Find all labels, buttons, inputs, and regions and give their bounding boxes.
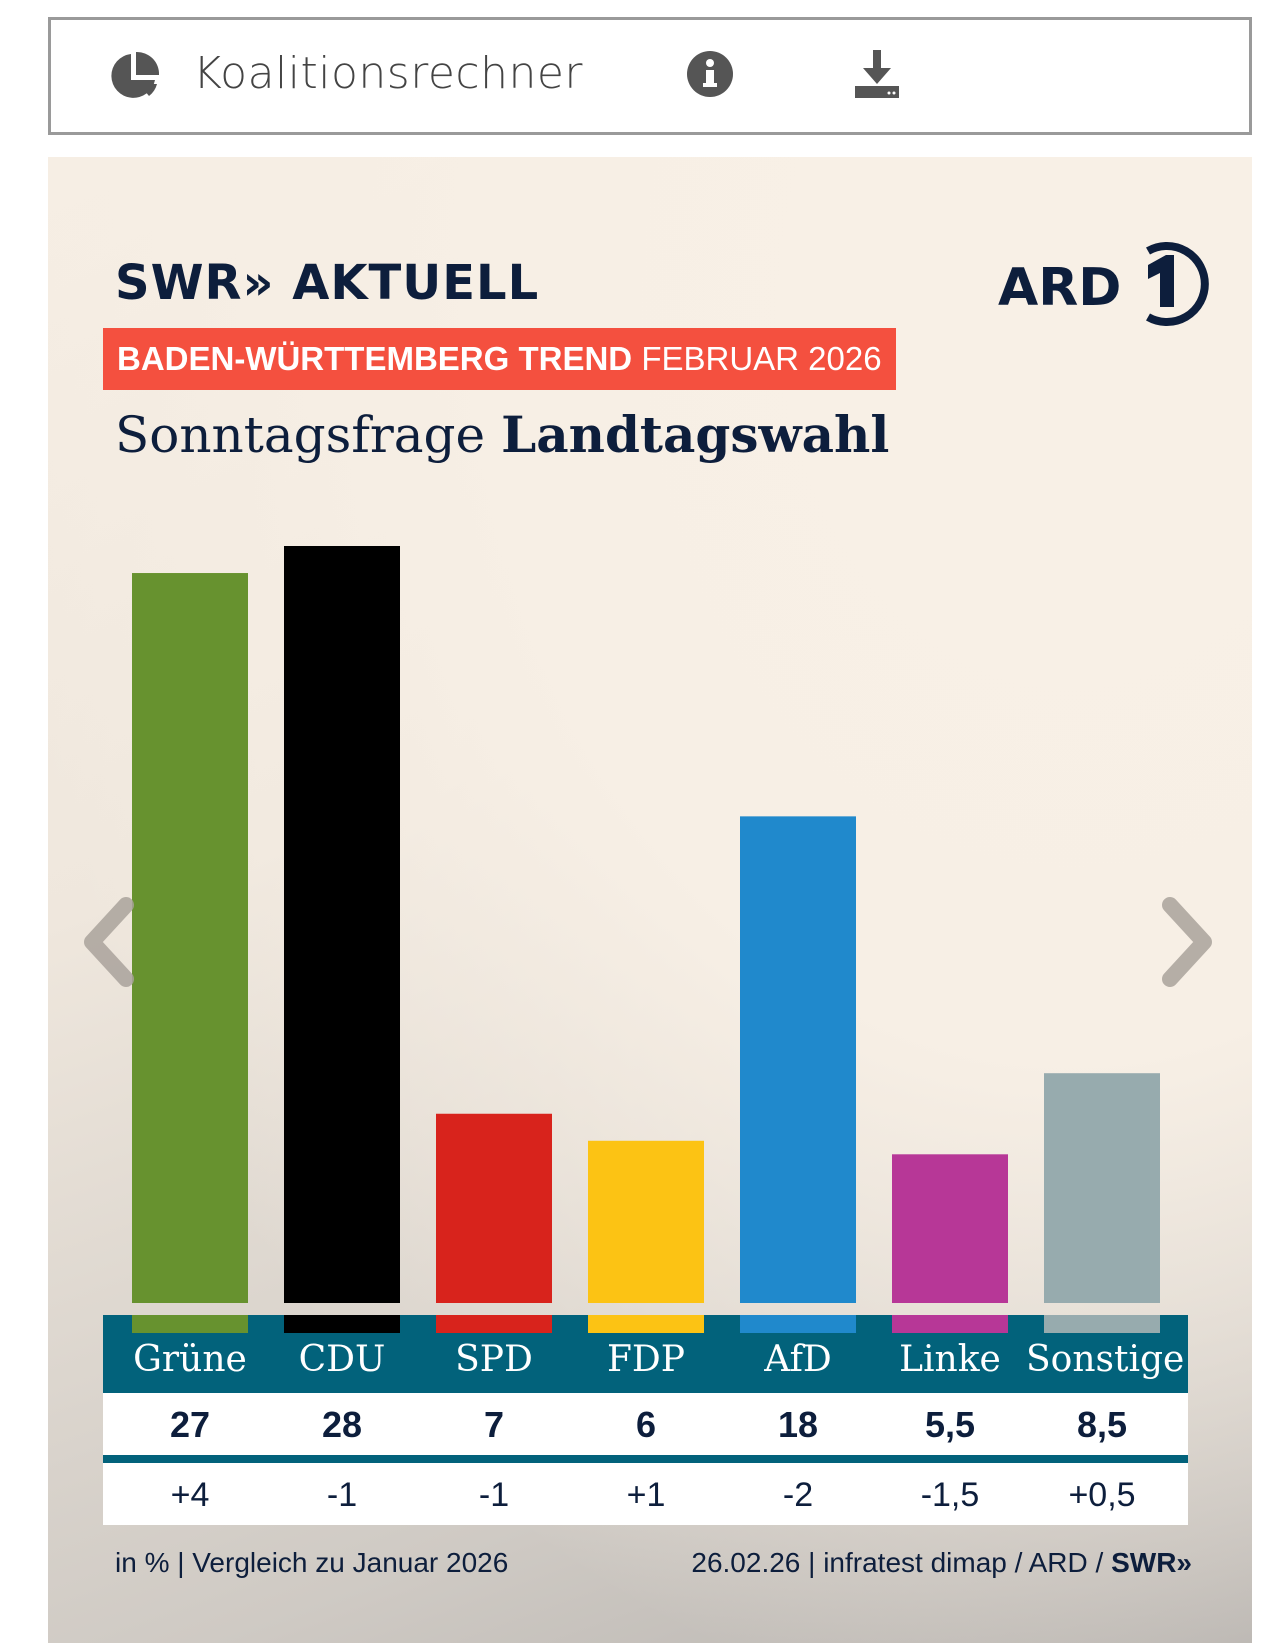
party-label: AfD	[764, 1339, 832, 1380]
color-swatch	[284, 1315, 400, 1333]
download-icon[interactable]	[851, 48, 903, 100]
title-regular: Sonntagsfrage	[115, 406, 486, 464]
value-label: 18	[777, 1404, 819, 1445]
party-names-row: Grüne CDU SPD FDP AfD Linke Sonstige	[103, 1315, 1188, 1393]
banner-date: FEBRUAR 2026	[641, 340, 882, 377]
party-label: Grüne	[133, 1339, 247, 1380]
change-label: -2	[782, 1476, 814, 1514]
party-label: CDU	[298, 1339, 386, 1380]
bar-grüne	[132, 573, 248, 1303]
value-label: 28	[321, 1404, 363, 1445]
bar-linke	[892, 1154, 1008, 1303]
swr-aktuell-logo: SWR» AKTUELL	[115, 255, 540, 311]
color-swatch	[132, 1315, 248, 1333]
source-text: 26.02.26 | infratest dimap / ARD /	[691, 1547, 1112, 1578]
bar-cdu	[284, 546, 400, 1303]
trend-banner: BADEN-WÜRTTEMBERG TREND FEBRUAR 2026	[103, 328, 896, 390]
chart-panel: SWR» AKTUELL ARD BADEN-WÜRTTEMBERG TREND…	[48, 157, 1252, 1643]
table-divider	[103, 1455, 1188, 1463]
results-table: Grüne CDU SPD FDP AfD Linke Sonstige 27 28 7 6 18 5…	[103, 1315, 1188, 1525]
party-label: SPD	[455, 1339, 533, 1380]
swr-small-logo: SWR»	[1111, 1547, 1192, 1578]
bar-spd	[436, 1113, 552, 1303]
previous-arrow-icon[interactable]	[78, 897, 138, 987]
chart-title: Sonntagsfrage Landtagswahl	[115, 405, 889, 464]
change-label: +1	[626, 1476, 666, 1514]
banner-region: BADEN-WÜRTTEMBERG TREND	[117, 340, 633, 377]
change-label: +4	[170, 1476, 210, 1514]
change-label: +0,5	[1068, 1476, 1136, 1514]
svg-text:ARD: ARD	[998, 258, 1121, 318]
party-label: Sonstige	[1026, 1339, 1185, 1380]
change-label: -1,5	[920, 1476, 980, 1514]
color-swatch	[436, 1315, 552, 1333]
bar-sonstige	[1044, 1073, 1160, 1303]
color-swatch	[740, 1315, 856, 1333]
info-icon[interactable]	[686, 50, 734, 98]
ard-logo: ARD	[998, 242, 1209, 326]
color-swatch	[892, 1315, 1008, 1333]
footer-source: 26.02.26 | infratest dimap / ARD / SWR»	[691, 1547, 1192, 1579]
footer-note: in % | Vergleich zu Januar 2026	[115, 1547, 509, 1578]
change-label: -1	[478, 1476, 510, 1514]
bar-chart	[132, 546, 1160, 1303]
value-label: 8,5	[1076, 1404, 1128, 1445]
bar-afd	[740, 816, 856, 1303]
color-swatch	[1044, 1315, 1160, 1333]
changes-row: +4 -1 -1 +1 -2 -1,5 +0,5	[103, 1463, 1188, 1525]
koalitionsrechner-label[interactable]: Koalitionsrechner	[193, 48, 584, 99]
value-label: 5,5	[924, 1404, 976, 1445]
change-label: -1	[326, 1476, 358, 1514]
toolbar: Koalitionsrechner	[48, 17, 1252, 135]
title-bold: Landtagswahl	[501, 405, 890, 464]
value-label: 6	[635, 1404, 657, 1445]
bar-fdp	[588, 1140, 704, 1303]
value-label: 7	[483, 1404, 505, 1445]
party-label: Linke	[899, 1339, 1001, 1380]
values-row: 27 28 7 6 18 5,5 8,5	[103, 1393, 1188, 1455]
next-arrow-icon[interactable]	[1158, 897, 1218, 987]
party-label: FDP	[606, 1339, 686, 1380]
pie-chart-icon[interactable]	[109, 50, 161, 102]
value-label: 27	[169, 1404, 211, 1445]
color-swatch	[588, 1315, 704, 1333]
